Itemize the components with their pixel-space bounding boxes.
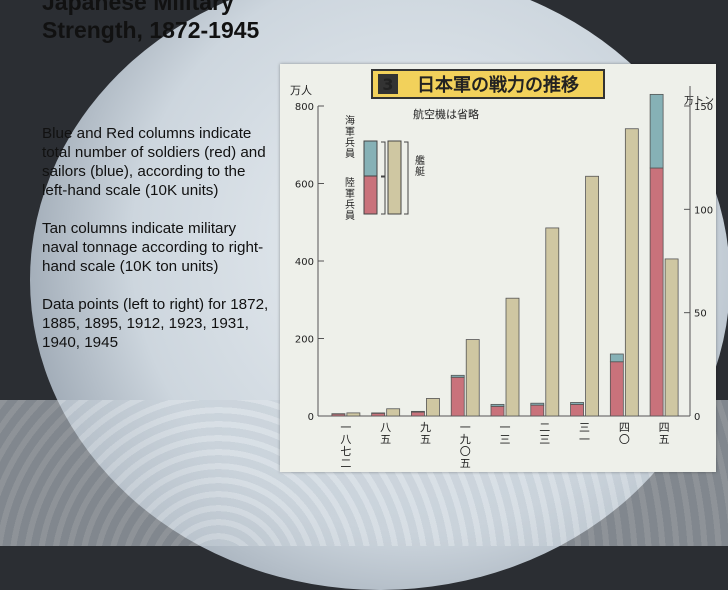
- bar-naval-tonnage: [506, 298, 519, 416]
- bar-navy: [411, 411, 424, 412]
- chart-title: 日本軍の戦力の推移: [417, 74, 579, 96]
- chart-badge-number: 3: [382, 75, 393, 94]
- bar-army: [491, 406, 504, 416]
- slide-body: Blue and Red columns indicate total numb…: [42, 124, 270, 371]
- legend-navy-swatch: [364, 141, 377, 176]
- bar-naval-tonnage: [625, 129, 638, 416]
- chart-subtitle: 航空機は省略: [413, 107, 479, 121]
- left-tick-label: 600: [295, 180, 314, 191]
- chart: 3 日本軍の戦力の推移 航空機は省略 万人 万トン 8006004002000 …: [280, 64, 716, 472]
- bar-navy: [531, 403, 544, 405]
- x-tick-label: 八五: [380, 421, 391, 446]
- x-tick-label: 一八七二: [340, 421, 351, 470]
- bar-army: [411, 412, 424, 416]
- x-tick-label: 四〇: [619, 421, 630, 446]
- left-unit: 万人: [290, 84, 312, 97]
- paragraph-soldiers-sailors: Blue and Red columns indicate total numb…: [42, 124, 270, 200]
- bar-navy: [650, 94, 663, 168]
- paragraph-tonnage: Tan columns indicate military naval tonn…: [42, 219, 270, 276]
- left-tick-label: 800: [295, 102, 314, 113]
- left-tick-label: 400: [295, 257, 314, 268]
- legend-ships-label: 艦艇: [415, 154, 425, 178]
- bar-army: [451, 377, 464, 416]
- legend-army-swatch: [364, 176, 377, 214]
- bar-naval-tonnage: [665, 259, 678, 416]
- bar-navy: [491, 404, 504, 406]
- left-tick-label: 0: [308, 412, 314, 423]
- x-tick-label: 九五: [420, 421, 431, 446]
- bar-naval-tonnage: [546, 228, 559, 416]
- bar-naval-tonnage: [586, 176, 599, 416]
- bars: [332, 94, 678, 416]
- x-tick-label: 三一: [579, 421, 590, 446]
- bar-navy: [571, 402, 584, 404]
- bar-army: [610, 362, 623, 416]
- x-tick-label: 一九〇五: [460, 421, 471, 470]
- legend-army-bracket: [381, 177, 385, 214]
- slide-title: Japanese Military Strength, 1872-1945: [42, 0, 272, 44]
- x-tick-label: 二三: [539, 421, 550, 446]
- legend-ships-swatch: [388, 141, 401, 214]
- bar-army: [531, 405, 544, 416]
- legend-navy-label: 海軍兵員: [345, 114, 355, 160]
- bar-navy: [451, 375, 464, 377]
- bar-naval-tonnage: [426, 398, 439, 416]
- bar-army: [372, 413, 385, 416]
- x-tick-labels: 一八七二 八五 九五 一九〇五 一三 二三 三一 四〇 四五: [340, 421, 669, 470]
- right-tick-label: 150: [694, 102, 713, 113]
- bar-navy: [610, 354, 623, 362]
- bar-naval-tonnage: [466, 340, 479, 416]
- bar-naval-tonnage: [347, 413, 360, 416]
- left-tick-label: 200: [295, 335, 314, 346]
- legend-ships-bracket: [404, 142, 408, 214]
- legend-army-label: 陸軍兵員: [345, 176, 355, 222]
- right-tick-label: 50: [694, 309, 707, 320]
- bar-army: [650, 168, 663, 416]
- right-tick-label: 100: [694, 205, 713, 216]
- bar-army: [571, 404, 584, 416]
- x-tick-label: 四五: [659, 421, 670, 446]
- left-ticks: 800 600 400 200 0: [295, 102, 324, 423]
- x-tick-label: 一三: [500, 421, 511, 446]
- legend-navy-bracket: [381, 142, 385, 176]
- right-ticks: 150 100 50 0: [684, 102, 713, 423]
- paragraph-data-points: Data points (left to right) for 1872, 18…: [42, 295, 270, 352]
- bar-naval-tonnage: [387, 409, 400, 416]
- right-tick-label: 0: [694, 412, 700, 423]
